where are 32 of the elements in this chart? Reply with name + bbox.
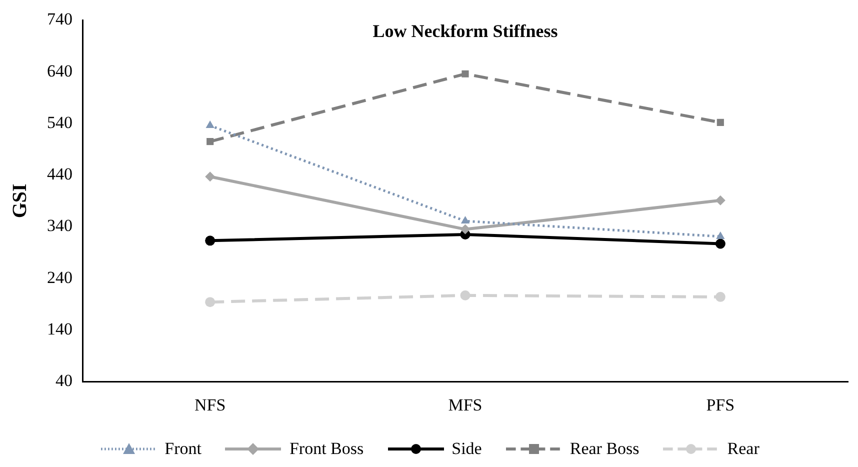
point: [715, 238, 726, 249]
y-tick-label: 140: [47, 319, 72, 338]
point: [716, 232, 725, 240]
x-tick-label: NFS: [194, 395, 226, 414]
point: [460, 216, 470, 224]
chart-title: Low Neckform Stiffness: [372, 20, 558, 41]
legend-label: Front: [164, 438, 202, 458]
legend-label: Front Boss: [289, 438, 364, 458]
y-tick-label: 740: [47, 10, 72, 29]
legend-label: Rear: [727, 438, 760, 458]
y-tick-label: 40: [56, 371, 72, 390]
point: [716, 118, 724, 126]
point: [460, 224, 470, 234]
point: [715, 292, 726, 302]
y-tick-label: 540: [47, 112, 72, 132]
point: [205, 236, 216, 246]
y-tick-label: 240: [47, 268, 72, 287]
point: [206, 120, 214, 128]
y-tick-label: 640: [47, 61, 72, 80]
y-tick-label: 440: [47, 164, 72, 184]
point: [460, 290, 470, 300]
point: [205, 297, 216, 308]
x-tick-label: PFS: [706, 395, 735, 414]
legend-label: Rear Boss: [570, 438, 640, 458]
point: [206, 138, 214, 146]
point: [715, 195, 726, 206]
y-tick-label: 340: [47, 216, 72, 236]
y-axis-title: GSI: [9, 183, 32, 218]
legend-label: Side: [452, 438, 482, 458]
point: [462, 70, 469, 78]
x-tick-label: MFS: [448, 395, 482, 414]
point: [205, 172, 216, 182]
